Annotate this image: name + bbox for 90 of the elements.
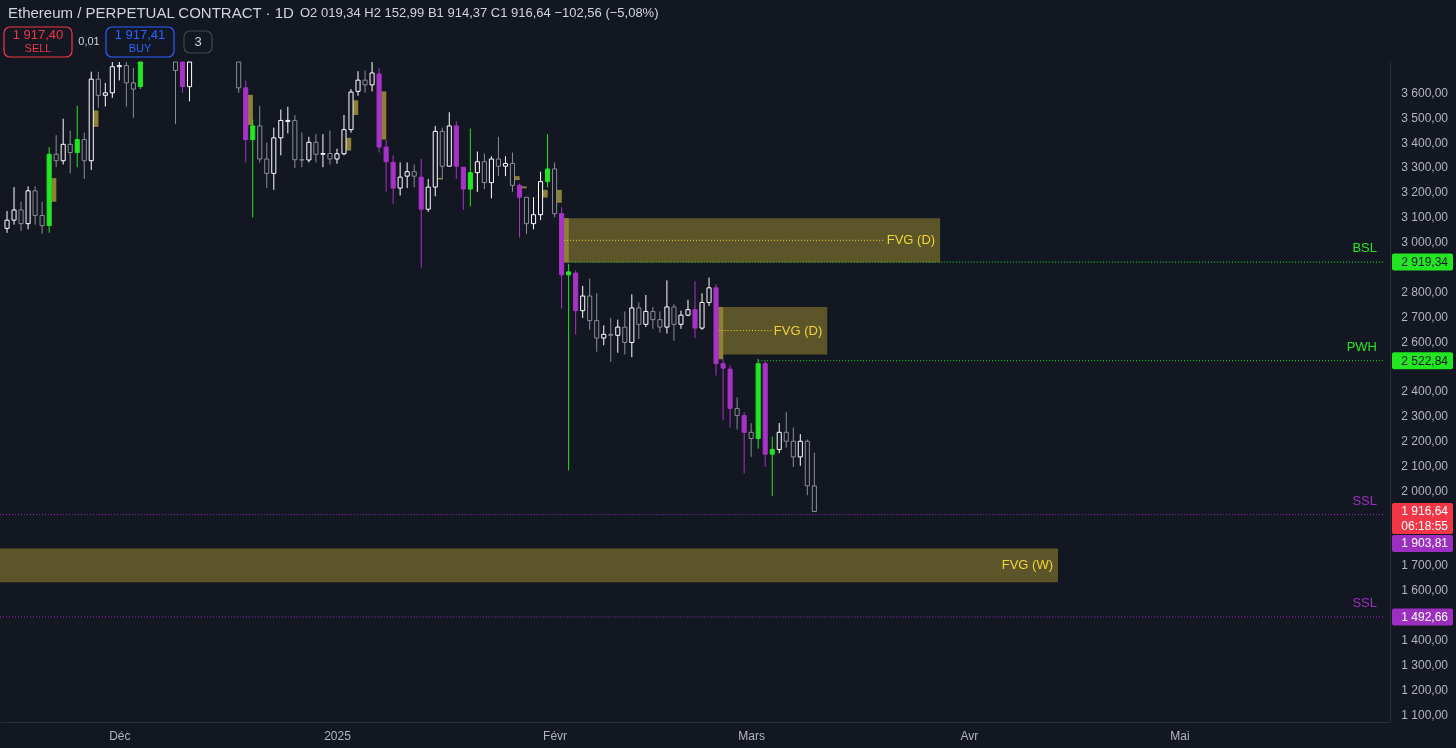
y-tick-label: 2 100,00 <box>1401 458 1449 473</box>
data-label: 1 492,66 <box>1401 609 1449 624</box>
y-tick-label: 1 300,00 <box>1401 657 1449 672</box>
candlestick <box>769 436 775 497</box>
data-label: 1 903,81 <box>1401 536 1449 551</box>
series-label: SSL <box>1352 492 1377 508</box>
text: SELL <box>24 42 52 54</box>
candlestick <box>172 61 179 125</box>
x-tick-label: Déc <box>109 728 131 743</box>
y-tick-label: 3 500,00 <box>1401 110 1449 125</box>
series-label: FVG (D) <box>773 322 823 338</box>
candlestick <box>67 130 73 174</box>
candlestick <box>481 153 487 190</box>
y-tick-label: 3 300,00 <box>1401 160 1449 175</box>
text: 06:18:55 <box>1401 518 1449 533</box>
data-label: 2 522,84 <box>1401 353 1449 368</box>
candlestick <box>622 310 628 355</box>
candlestick <box>594 292 600 353</box>
chart-title: Ethereum / PERPETUAL CONTRACT · 1D <box>8 4 295 21</box>
candlestick <box>116 61 122 81</box>
text: BUY <box>128 42 152 54</box>
candlestick <box>123 61 129 108</box>
candlestick <box>502 155 508 177</box>
candlestick <box>425 178 431 213</box>
candlestick <box>495 136 501 177</box>
candlestick <box>790 427 796 468</box>
text: 3 <box>194 34 202 49</box>
y-tick-label: 1 700,00 <box>1401 558 1449 573</box>
bar <box>556 189 562 203</box>
candlestick <box>516 183 523 239</box>
candlestick <box>601 324 607 346</box>
y-tick-label: 1 200,00 <box>1401 682 1449 697</box>
candlestick <box>580 285 586 319</box>
x-tick-label: Mai <box>1170 728 1190 743</box>
candlestick <box>530 196 537 230</box>
candlestick <box>488 155 494 199</box>
candlestick <box>474 151 480 193</box>
y-tick-label: 2 300,00 <box>1401 409 1449 424</box>
y-tick-label: 2 400,00 <box>1401 384 1449 399</box>
series-label: PWH <box>1346 338 1377 354</box>
bar <box>514 176 520 181</box>
series-label: SSL <box>1352 594 1377 610</box>
text: 1 917,40 <box>12 27 64 42</box>
y-tick-label: 2 200,00 <box>1401 433 1449 448</box>
y-tick-label: 3 100,00 <box>1401 210 1449 225</box>
y-tick-label: 3 400,00 <box>1401 135 1449 150</box>
candlestick <box>797 433 803 467</box>
y-tick-label: 1 600,00 <box>1401 583 1449 598</box>
candlestick <box>741 411 747 474</box>
text: 1 916,64 <box>1401 504 1449 519</box>
x-tick-label: Févr <box>543 728 568 743</box>
text: 0,01 <box>78 35 100 47</box>
series-label: FVG (D) <box>886 232 936 248</box>
series-label: BSL <box>1352 240 1377 256</box>
candlestick <box>566 263 572 471</box>
y-tick-label: 2 600,00 <box>1401 334 1449 349</box>
y-tick-label: 2 800,00 <box>1401 284 1449 299</box>
candlestick <box>95 71 101 109</box>
y-tick-label: 2 000,00 <box>1401 483 1449 498</box>
candlestick <box>748 422 754 458</box>
x-tick-label: Avr <box>960 728 979 743</box>
candlestick <box>250 118 256 218</box>
candlestick <box>460 166 466 211</box>
candlestick <box>102 82 108 108</box>
data-label: 2 919,34 <box>1401 255 1449 270</box>
candlestick <box>615 319 621 354</box>
legend-label: FVG (W) <box>1001 557 1053 573</box>
candlestick <box>783 411 789 449</box>
y-tick-label: 3 000,00 <box>1401 235 1449 250</box>
y-tick-label: 1 400,00 <box>1401 632 1449 647</box>
candlestick <box>692 280 698 339</box>
x-tick-label: 2025 <box>324 728 352 743</box>
y-tick-label: 3 200,00 <box>1401 185 1449 200</box>
candlestick <box>74 105 80 168</box>
candlestick <box>776 422 782 454</box>
candlestick <box>608 317 614 363</box>
candlestick <box>545 133 551 188</box>
y-tick-label: 3 600,00 <box>1401 85 1449 100</box>
candlestick <box>734 396 740 431</box>
x-tick-label: Mars <box>738 728 765 743</box>
candlestick <box>130 67 136 119</box>
candlestick <box>81 132 87 180</box>
candlestick <box>467 128 473 207</box>
candlestick <box>264 142 270 189</box>
candlestick <box>509 152 516 193</box>
y-tick-label: 2 700,00 <box>1401 309 1449 324</box>
text: 1 917,41 <box>114 27 166 42</box>
bar <box>542 189 548 198</box>
text: O2 019,34 H2 152,99 B1 914,37 C1 916,64 −102,56 (−5,08%) <box>300 5 659 20</box>
y-tick-label: 1 100,00 <box>1401 707 1449 722</box>
